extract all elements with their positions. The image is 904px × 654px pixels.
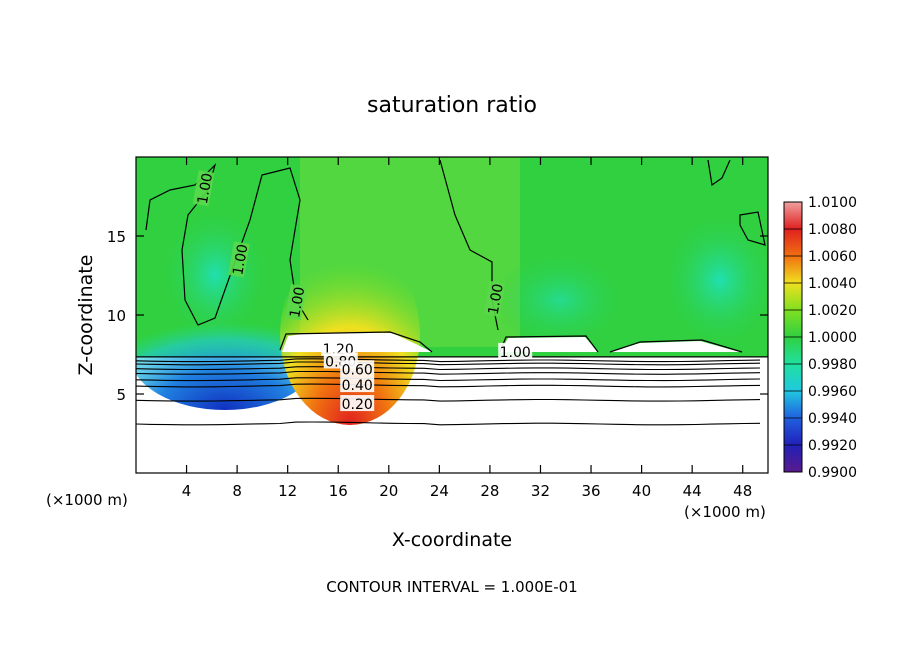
x-tick-label: 4 [182, 482, 192, 500]
contour-label-text: 1.00 [486, 282, 507, 315]
cyan-patch-mid [490, 250, 630, 350]
contour-label: 0.20 [340, 395, 375, 413]
colorbar-tick-label: 0.9920 [808, 438, 857, 454]
subsaturated-patch [136, 300, 320, 410]
contour-line [136, 383, 761, 388]
colorbar-tick-label: 0.9900 [808, 465, 857, 481]
x-tick-label: 12 [278, 482, 297, 500]
cyan-patch-right [660, 210, 768, 350]
cloud-region [282, 333, 432, 352]
x-tick-label: 44 [683, 482, 702, 500]
x-tick-label: 24 [430, 482, 449, 500]
contour-label: 1.00 [483, 280, 507, 317]
contour-line [136, 397, 761, 402]
contour-label: 1.00 [284, 283, 308, 321]
contour-label: 0.40 [340, 376, 375, 394]
contour-label: 0.60 [340, 360, 375, 378]
contour-label-text: 1.00 [230, 243, 251, 276]
contour-1.00-left [145, 162, 309, 326]
x-tick-label: 32 [531, 482, 550, 500]
colorbar-labels: 0.9900 0.9920 0.9940 0.9960 0.9980 1.0000 1.00… [784, 195, 857, 481]
x-axis-label: X-coordinate [392, 529, 512, 551]
contour-label-text: 0.60 [342, 362, 373, 378]
x-axis-ticks: 4 8 12 16 20 24 28 32 36 40 44 48 [182, 157, 752, 500]
contour-lines [136, 356, 768, 426]
x-tick-label: 16 [329, 482, 348, 500]
colorbar-tick-label: 0.9980 [808, 357, 857, 373]
plot-area: 1.001.001.001.001.001.200.800.600.400.20 [136, 157, 768, 473]
colorbar-tick-label: 1.0040 [808, 276, 857, 292]
chart-title: saturation ratio [367, 93, 537, 118]
contour-line [136, 421, 761, 426]
contour-label: 1.00 [192, 170, 216, 207]
y-axis-ticks: 5 10 15 [107, 228, 768, 404]
cloud-region-far-right [610, 341, 740, 352]
contour-1.00-right [739, 211, 766, 246]
y-axis-label: Z-coordinate [75, 255, 97, 376]
y-tick-label: 15 [107, 228, 126, 246]
colorbar-tick-label: 0.9960 [808, 384, 857, 400]
x-tick-label: 20 [379, 482, 398, 500]
y-tick-label: 10 [107, 307, 126, 325]
colorbar-tick-label: 1.0000 [808, 330, 857, 346]
contour-label-text: 1.00 [195, 172, 216, 205]
x-tick-label: 28 [480, 482, 499, 500]
contour-line [136, 358, 761, 363]
contour-label: 1.00 [498, 342, 533, 361]
colorbar-tick-label: 1.0080 [808, 222, 857, 238]
contour-line [136, 377, 761, 382]
contour-label: 1.00 [228, 241, 251, 278]
y-tick-label: 5 [116, 386, 126, 404]
contour-labels: 1.001.001.001.001.001.200.800.600.400.20 [192, 170, 533, 413]
contour-label-text: 1.00 [287, 286, 308, 319]
contour-line [136, 370, 761, 375]
contour-label-text: 1.00 [500, 345, 531, 361]
x-tick-label: 8 [232, 482, 242, 500]
colorbar-tick-label: 1.0060 [808, 249, 857, 265]
x-tick-label: 40 [632, 482, 651, 500]
x-unit-label-right: (×1000 m) [684, 503, 766, 521]
x-unit-label-left: (×1000 m) [46, 491, 128, 509]
colorbar-tick-label: 0.9940 [808, 411, 857, 427]
colorbar-tick-label: 1.0100 [808, 195, 857, 211]
x-tick-label: 48 [733, 482, 752, 500]
contour-label-text: 0.20 [342, 397, 373, 413]
colorbar-tick-label: 1.0020 [808, 303, 857, 319]
contour-1.00-topright [707, 159, 731, 187]
contour-interval-footer: CONTOUR INTERVAL = 1.000E-01 [326, 578, 577, 596]
contour-line [136, 361, 761, 366]
x-tick-label: 36 [581, 482, 600, 500]
contour-label-text: 0.40 [342, 378, 373, 394]
contour-line [136, 366, 761, 371]
